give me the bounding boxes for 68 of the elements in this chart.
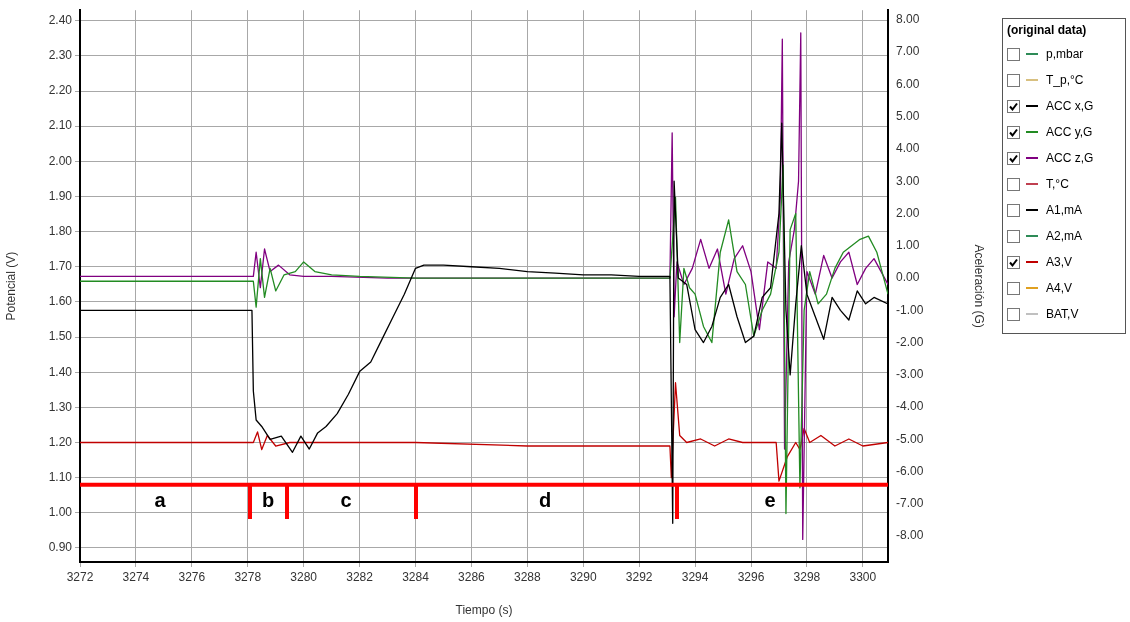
annotation: d [538, 488, 552, 511]
legend-label: BAT,V [1046, 307, 1079, 321]
y-tick-label: 2.00 [48, 153, 73, 168]
legend-label: ACC z,G [1046, 151, 1094, 165]
y2-tick-label: 4.00 [896, 141, 920, 156]
x-tick-label: 3280 [290, 569, 318, 584]
legend-label: T,°C [1046, 177, 1069, 191]
y2-tick-label: 7.00 [896, 44, 920, 59]
y2-tick-label: 2.00 [896, 205, 920, 220]
legend-label: A2,mA [1046, 229, 1083, 243]
legend-label: ACC y,G [1046, 125, 1093, 139]
y2-tick-label: 1.00 [896, 238, 920, 253]
x-tick-label: 3286 [458, 569, 486, 584]
annotation: c [340, 488, 352, 511]
y-tick-label: 1.10 [48, 469, 73, 484]
x-tick-label: 3290 [569, 569, 597, 584]
y2-tick-label: -2.00 [896, 334, 924, 349]
y2-tick-label: -6.00 [896, 463, 924, 478]
y-tick-label: 1.20 [48, 434, 73, 449]
y2-tick-label: 3.00 [896, 173, 920, 188]
x-tick-label: 3294 [681, 569, 709, 584]
y-tick-label: 1.70 [48, 259, 73, 274]
legend-label: ACC x,G [1046, 99, 1094, 113]
y-tick-label: 2.10 [48, 118, 73, 133]
y-axis-title: Potencial (V) [3, 251, 18, 321]
y-tick-label: 1.40 [48, 364, 73, 379]
x-tick-label: 3296 [737, 569, 765, 584]
x-tick-label: 3272 [66, 569, 94, 584]
y2-axis-title: Aceleración (G) [972, 244, 987, 328]
x-tick-label: 3292 [625, 569, 653, 584]
y-tick-label: 2.20 [48, 83, 73, 98]
y-tick-label: 2.30 [48, 48, 73, 63]
x-tick-label: 3284 [402, 569, 430, 584]
y2-tick-label: 8.00 [896, 12, 920, 27]
annotation: b [261, 488, 275, 511]
legend-label: A1,mA [1046, 203, 1083, 217]
annotation: a [154, 488, 167, 511]
x-axis-title: Tiempo (s) [455, 603, 513, 618]
y-tick-label: 1.60 [48, 294, 73, 309]
x-tick-label: 3274 [122, 569, 150, 584]
y2-tick-label: -3.00 [896, 367, 924, 382]
y-tick-label: 1.80 [48, 223, 73, 238]
legend-label: A4,V [1046, 281, 1073, 295]
x-tick-label: 3298 [793, 569, 821, 584]
legend-label: p,mbar [1046, 47, 1084, 61]
x-tick-label: 3300 [849, 569, 877, 584]
y-tick-label: 1.90 [48, 188, 73, 203]
y2-tick-label: 0.00 [896, 270, 920, 285]
y-tick-label: 1.00 [48, 505, 73, 520]
legend-label: T_p,°C [1046, 73, 1084, 87]
y-tick-label: 1.50 [48, 329, 73, 344]
legend-title: (original data) [1007, 23, 1088, 37]
x-tick-label: 3278 [234, 569, 262, 584]
y2-tick-label: -5.00 [896, 431, 924, 446]
x-tick-label: 3276 [178, 569, 206, 584]
y2-tick-label: -7.00 [896, 496, 924, 511]
legend-label: A3,V [1046, 255, 1073, 269]
y2-tick-label: 6.00 [896, 76, 920, 91]
y-tick-label: 0.90 [48, 540, 73, 555]
y2-tick-label: -4.00 [896, 399, 924, 414]
y-tick-label: 2.40 [48, 13, 73, 28]
y-tick-label: 1.30 [48, 399, 73, 414]
y2-tick-label: -1.00 [896, 302, 924, 317]
x-tick-label: 3288 [513, 569, 542, 584]
y2-tick-label: 5.00 [896, 109, 920, 123]
y2-tick-label: -8.00 [896, 528, 924, 543]
annotation: e [764, 488, 776, 511]
x-tick-label: 3282 [346, 569, 374, 584]
